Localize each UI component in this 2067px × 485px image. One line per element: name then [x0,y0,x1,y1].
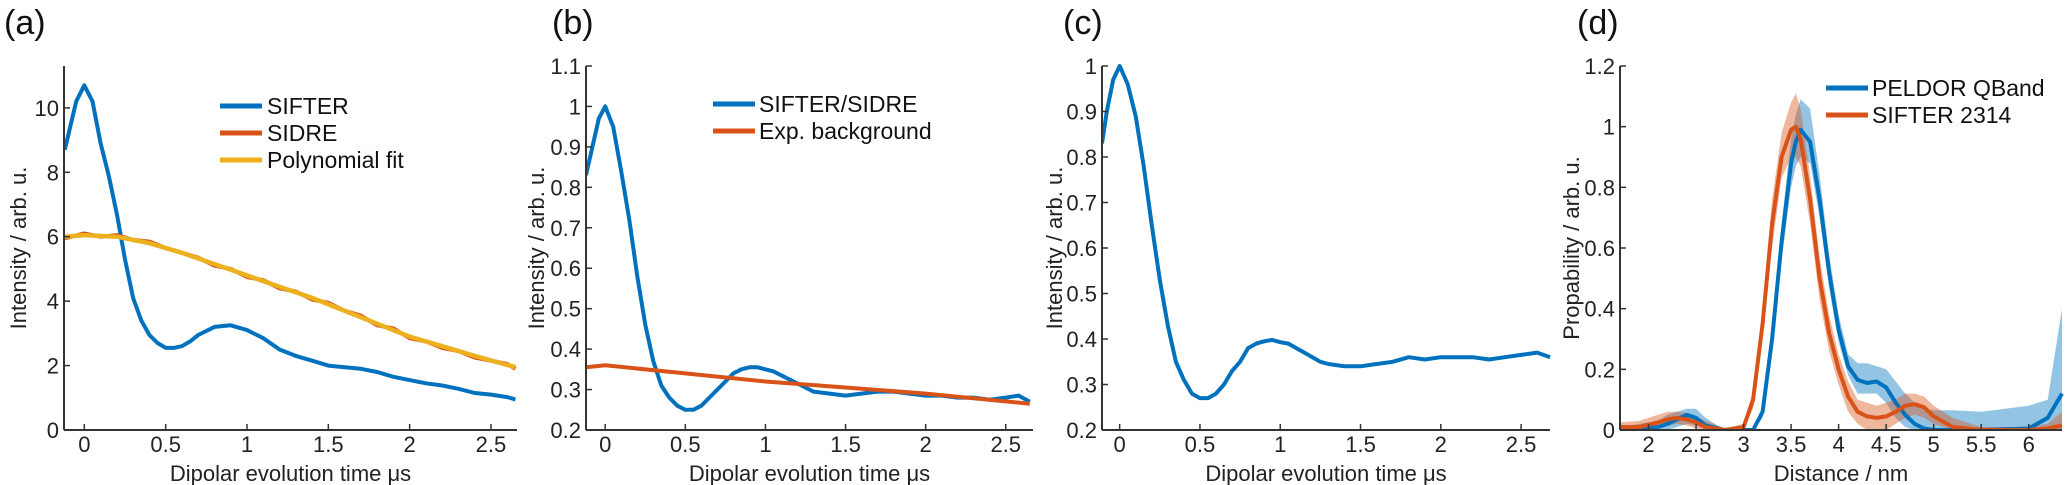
y-tick-label: 0.8 [550,175,581,200]
y-axis-label: Intensity / arb. u. [524,167,549,330]
panel-c: (c) 0 0.5 1 1.5 2 2.5 0.2 0.3 0.4 0.5 0.6 0.7 0.8 0.9 1… [1042,4,1551,485]
x-tick-label: 2.5 [1681,432,1712,457]
x-tick-label: 1.5 [313,432,344,457]
x-tick-label: 1.5 [830,432,861,457]
x-axis-label: Dipolar evolution time μs [689,461,930,485]
x-tick-label: 5 [1928,432,1940,457]
x-tick-label: 2 [920,432,932,457]
x-tick-label: 6 [2023,432,2035,457]
panel-letter: (a) [4,4,46,42]
y-tick-label: 0.9 [550,135,581,160]
legend-label: SIDRE [267,120,337,146]
x-tick-label: 5.5 [1966,432,1997,457]
x-axis-label: Dipolar evolution time μs [1205,461,1446,485]
x-tick-label: 2 [1435,432,1447,457]
legend-label: Polynomial fit [267,147,404,173]
y-tick-label: 0.5 [1066,282,1097,307]
x-tick-label: 0.5 [670,432,701,457]
y-axis-label: Intensity / arb. u. [6,167,31,330]
x-tick-label: 1 [1274,432,1286,457]
series-line-sifter-sidre [586,104,1031,412]
y-tick-label: 0.8 [1066,145,1097,170]
panel-letter: (b) [552,4,594,42]
y-tick-label: 0 [1603,418,1615,443]
y-tick-label: 0.8 [1584,175,1615,200]
x-tick-label: 1 [759,432,771,457]
y-tick-label: 4 [47,289,59,314]
y-tick-label: 1.2 [1584,54,1615,79]
y-tick-label: 0.6 [550,256,581,281]
legend-label: SIFTER 2314 [1872,102,2012,128]
legend-label: Exp. background [759,118,932,144]
y-tick-label: 0.6 [1066,236,1097,261]
y-tick-label: 0.3 [1066,373,1097,398]
plot-area [64,83,517,402]
x-tick-label: 2.5 [1506,432,1537,457]
y-tick-label: 1 [1603,115,1615,140]
legend-label: SIFTER/SIDRE [759,91,917,117]
series-line-signal [1102,64,1551,401]
x-tick-label: 2 [404,432,416,457]
y-tick-label: 0.6 [1584,236,1615,261]
y-axis-label: Propability / arb. u. [1559,156,1584,339]
series-line-sifter-2314 [1620,124,2063,430]
y-tick-label: 0.3 [550,378,581,403]
series-line-peldor-qband [1620,127,2064,430]
x-tick-label: 1.5 [1345,432,1376,457]
y-tick-label: 0.5 [550,297,581,322]
plot-area [1620,93,2064,430]
x-tick-label: 1 [241,432,253,457]
x-tick-label: 4.5 [1871,432,1902,457]
y-tick-label: 0.4 [550,337,581,362]
y-tick-label: 6 [47,225,59,250]
x-tick-label: 0 [1114,432,1126,457]
panel-letter: (c) [1063,4,1103,42]
x-tick-label: 0.5 [1185,432,1216,457]
series-line-polynomial-fit [64,232,517,370]
y-tick-label: 0.4 [1066,327,1097,352]
y-tick-label: 0.2 [1066,418,1097,443]
x-axis-label: Distance / nm [1774,461,1909,485]
panel-letter: (d) [1577,4,1619,42]
x-tick-label: 3.5 [1776,432,1807,457]
y-tick-label: 0.9 [1066,100,1097,125]
panel-d: (d) 2 2.5 3 3.5 4 4.5 5 5.5 6 0 0.2 0.4 0.6 0.8 1 1.2 Dis… [1559,4,2064,485]
panel-a: (a) 0 0.5 1 1.5 2 2.5 0 2 4 6 8 10 Dipolar evolution … [4,4,517,485]
x-tick-label: 0 [599,432,611,457]
x-tick-label: 2.5 [476,432,507,457]
y-tick-label: 2 [47,354,59,379]
x-tick-label: 0 [78,432,90,457]
y-tick-label: 1 [1085,54,1097,79]
x-tick-label: 3 [1737,432,1749,457]
y-tick-label: 10 [35,96,59,121]
confidence-band-sifter-2314 [1620,93,2062,430]
y-tick-label: 0.7 [550,216,581,241]
y-tick-label: 8 [47,160,59,185]
panel-b: (b) 0 0.5 1 1.5 2 2.5 0.2 0.3 0.4 0.5 0.6 0.7 0.8 0.9 1… [524,4,1033,485]
legend-label: PELDOR QBand [1872,75,2045,101]
series-line-exp-background [586,363,1030,406]
y-axis-label: Intensity / arb. u. [1042,167,1067,330]
x-tick-label: 0.5 [150,432,181,457]
y-tick-label: 0 [47,418,59,443]
plot-area [1102,64,1551,401]
x-tick-label: 2.5 [990,432,1021,457]
x-tick-label: 2 [1642,432,1654,457]
y-tick-label: 0.4 [1584,297,1615,322]
plot-area [586,104,1031,412]
y-tick-label: 0.2 [550,418,581,443]
y-tick-label: 1.1 [550,54,581,79]
y-tick-label: 0.7 [1066,191,1097,216]
x-tick-label: 4 [1832,432,1844,457]
y-tick-label: 0.2 [1584,357,1615,382]
series-line-sifter [64,83,516,402]
x-axis-label: Dipolar evolution time μs [170,461,411,485]
legend-label: SIFTER [267,93,349,119]
y-tick-label: 1 [569,94,581,119]
